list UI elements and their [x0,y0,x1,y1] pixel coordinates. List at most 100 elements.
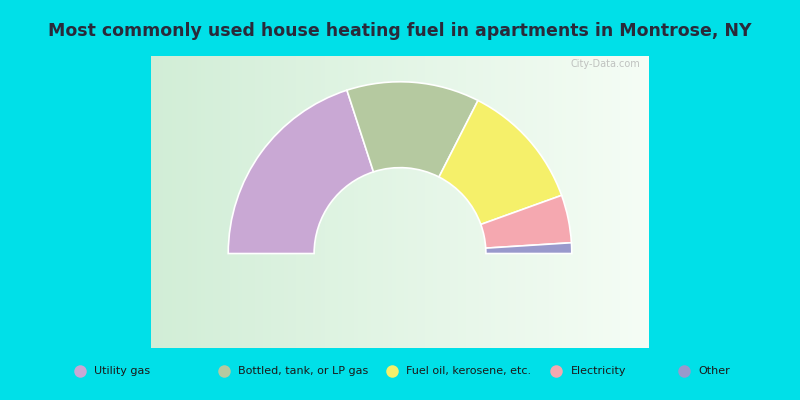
Bar [479,56,483,348]
Bar [470,56,474,348]
Bar [599,56,603,348]
Bar [404,56,408,348]
Bar [151,56,155,348]
Bar [313,56,317,348]
Bar [578,56,582,348]
Bar [595,56,599,348]
Bar [267,56,271,348]
Bar [603,56,607,348]
Bar [417,56,421,348]
Bar [180,56,184,348]
Bar [529,56,533,348]
Bar [350,56,354,348]
Bar [205,56,209,348]
Bar [487,56,491,348]
Bar [637,56,641,348]
Bar [383,56,387,348]
Text: Most commonly used house heating fuel in apartments in Montrose, NY: Most commonly used house heating fuel in… [48,22,752,40]
Bar [616,56,620,348]
Bar [525,56,529,348]
Bar [242,56,246,348]
Bar [334,56,338,348]
Bar [462,56,466,348]
Bar [512,56,516,348]
Bar [504,56,508,348]
Bar [305,56,309,348]
Bar [474,56,479,348]
Bar [263,56,267,348]
Bar [163,56,167,348]
Bar [197,56,201,348]
Bar [358,56,362,348]
Bar [238,56,242,348]
Bar [218,56,222,348]
Bar [300,56,305,348]
Wedge shape [481,195,571,248]
Bar [516,56,520,348]
Bar [495,56,500,348]
Bar [321,56,326,348]
Bar [379,56,383,348]
Bar [193,56,197,348]
Wedge shape [486,243,572,254]
Bar [620,56,624,348]
Text: Other: Other [698,366,730,376]
Text: Bottled, tank, or LP gas: Bottled, tank, or LP gas [238,366,369,376]
Bar [520,56,525,348]
Bar [500,56,504,348]
Bar [254,56,259,348]
Bar [226,56,230,348]
Bar [450,56,454,348]
Bar [346,56,350,348]
Bar [421,56,425,348]
Bar [392,56,396,348]
Bar [280,56,284,348]
Bar [541,56,546,348]
Bar [537,56,541,348]
Bar [396,56,400,348]
Bar [442,56,446,348]
Bar [483,56,487,348]
Text: Fuel oil, kerosene, etc.: Fuel oil, kerosene, etc. [406,366,531,376]
Bar [284,56,288,348]
Bar [591,56,595,348]
Bar [188,56,193,348]
Bar [612,56,616,348]
Bar [309,56,313,348]
Bar [400,56,404,348]
Bar [641,56,645,348]
Bar [645,56,649,348]
Bar [296,56,300,348]
Bar [550,56,554,348]
Text: Utility gas: Utility gas [94,366,150,376]
Text: City-Data.com: City-Data.com [570,60,641,70]
Bar [250,56,254,348]
Bar [201,56,205,348]
Bar [566,56,570,348]
Bar [155,56,159,348]
Bar [342,56,346,348]
Bar [184,56,188,348]
Bar [574,56,578,348]
Bar [275,56,280,348]
Bar [387,56,392,348]
Bar [570,56,574,348]
Bar [375,56,379,348]
Bar [533,56,537,348]
Bar [458,56,462,348]
Bar [434,56,438,348]
Bar [425,56,429,348]
Bar [562,56,566,348]
Bar [446,56,450,348]
Bar [454,56,458,348]
Bar [362,56,366,348]
Bar [222,56,226,348]
Bar [624,56,628,348]
Bar [354,56,358,348]
Bar [167,56,172,348]
Bar [209,56,214,348]
Bar [288,56,292,348]
Wedge shape [439,100,562,224]
Bar [466,56,470,348]
Bar [317,56,321,348]
